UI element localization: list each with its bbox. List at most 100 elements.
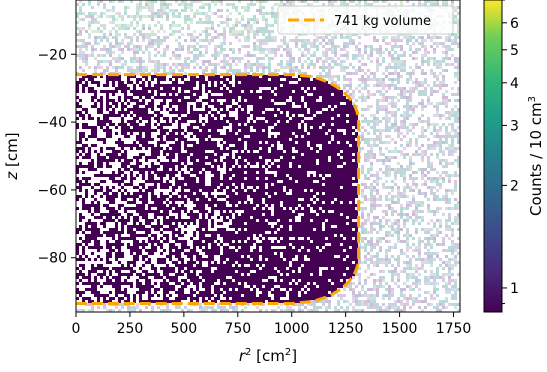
heatmap-cell xyxy=(307,120,310,123)
heatmap-cell xyxy=(136,21,139,24)
heatmap-cell xyxy=(439,60,442,63)
heatmap-cell xyxy=(124,96,127,99)
heatmap-cell xyxy=(436,84,439,87)
heatmap-cell xyxy=(181,159,184,162)
heatmap-cell xyxy=(196,174,199,177)
heatmap-cell xyxy=(151,45,154,48)
heatmap-cell xyxy=(244,129,247,132)
heatmap-cell xyxy=(313,135,316,138)
heatmap-cell xyxy=(127,195,130,198)
heatmap-cell xyxy=(112,75,115,78)
heatmap-cell xyxy=(358,54,361,57)
heatmap-cell xyxy=(172,135,175,138)
heatmap-cell xyxy=(160,84,163,87)
heatmap-cell xyxy=(262,69,265,72)
heatmap-cell xyxy=(370,126,373,129)
heatmap-cell xyxy=(106,198,109,201)
heatmap-cell xyxy=(349,93,352,96)
heatmap-cell xyxy=(328,90,331,93)
heatmap-cell xyxy=(313,129,316,132)
heatmap-cell xyxy=(277,186,280,189)
heatmap-cell xyxy=(124,162,127,165)
heatmap-cell xyxy=(370,3,373,6)
heatmap-cell xyxy=(163,96,166,99)
heatmap-cell xyxy=(220,78,223,81)
heatmap-cell xyxy=(217,15,220,18)
heatmap-cell xyxy=(184,141,187,144)
heatmap-cell xyxy=(181,171,184,174)
heatmap-cell xyxy=(196,111,199,114)
heatmap-cell xyxy=(394,102,397,105)
heatmap-cell xyxy=(382,105,385,108)
heatmap-cell xyxy=(190,198,193,201)
heatmap-cell xyxy=(283,174,286,177)
heatmap-cell xyxy=(253,54,256,57)
heatmap-cell xyxy=(262,159,265,162)
heatmap-cell xyxy=(325,84,328,87)
heatmap-cell xyxy=(379,90,382,93)
heatmap-cell xyxy=(154,75,157,78)
heatmap-cell xyxy=(121,90,124,93)
heatmap-cell xyxy=(454,111,457,114)
heatmap-cell xyxy=(115,36,118,39)
heatmap-cell xyxy=(451,63,454,66)
heatmap-cell xyxy=(415,51,418,54)
heatmap-cell xyxy=(379,141,382,144)
heatmap-cell xyxy=(328,69,331,72)
heatmap-cell xyxy=(364,72,367,75)
heatmap-cell xyxy=(355,117,358,120)
heatmap-cell xyxy=(289,168,292,171)
heatmap-cell xyxy=(274,96,277,99)
heatmap-cell xyxy=(457,21,460,24)
heatmap-cell xyxy=(145,0,148,3)
heatmap-cell xyxy=(226,144,229,147)
heatmap-cell xyxy=(157,36,160,39)
heatmap-cell xyxy=(220,150,223,153)
heatmap-cell xyxy=(292,180,295,183)
heatmap-cell xyxy=(223,138,226,141)
heatmap-cell xyxy=(100,156,103,159)
heatmap-cell xyxy=(388,42,391,45)
heatmap-cell xyxy=(331,60,334,63)
heatmap-cell xyxy=(454,117,457,120)
heatmap-cell xyxy=(82,183,85,186)
heatmap-cell xyxy=(277,177,280,180)
heatmap-cell xyxy=(418,93,421,96)
heatmap-cell xyxy=(316,60,319,63)
heatmap-cell xyxy=(235,174,238,177)
heatmap-cell xyxy=(328,180,331,183)
heatmap-cell xyxy=(79,81,82,84)
heatmap-cell xyxy=(199,147,202,150)
heatmap-cell xyxy=(172,129,175,132)
heatmap-cell xyxy=(283,192,286,195)
heatmap-cell xyxy=(439,159,442,162)
heatmap-cell xyxy=(409,66,412,69)
heatmap-cell xyxy=(256,174,259,177)
heatmap-cell xyxy=(451,135,454,138)
heatmap-cell xyxy=(268,39,271,42)
heatmap-cell xyxy=(403,168,406,171)
heatmap-cell xyxy=(373,75,376,78)
heatmap-cell xyxy=(199,78,202,81)
heatmap-cell xyxy=(148,27,151,30)
heatmap-cell xyxy=(151,114,154,117)
heatmap-cell xyxy=(100,159,103,162)
heatmap-cell xyxy=(298,120,301,123)
heatmap-cell xyxy=(232,138,235,141)
heatmap-cell xyxy=(289,141,292,144)
heatmap-cell xyxy=(355,162,358,165)
heatmap-cell xyxy=(427,117,430,120)
heatmap-cell xyxy=(310,162,313,165)
heatmap-cell xyxy=(391,156,394,159)
heatmap-cell xyxy=(295,69,298,72)
heatmap-cell xyxy=(127,6,130,9)
heatmap-cell xyxy=(121,195,124,198)
heatmap-cell xyxy=(127,192,130,195)
heatmap-cell xyxy=(325,168,328,171)
heatmap-cell xyxy=(208,93,211,96)
heatmap-cell xyxy=(214,171,217,174)
heatmap-cell xyxy=(457,132,460,135)
heatmap-cell xyxy=(229,33,232,36)
heatmap-cell xyxy=(136,69,139,72)
heatmap-cell xyxy=(115,18,118,21)
